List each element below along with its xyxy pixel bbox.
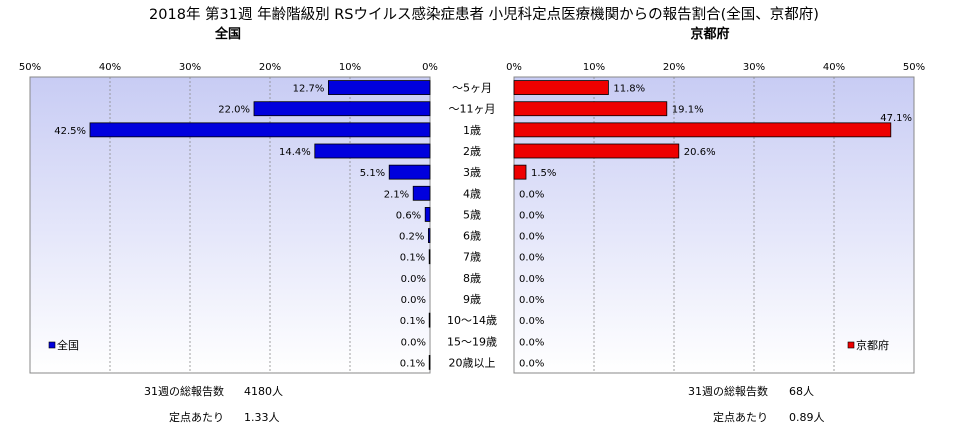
chart-title: 2018年 第31週 年齢階級別 RSウイルス感染症患者 小児科定点医療機関から…	[149, 5, 819, 23]
kyoto-total-value: 68人	[789, 385, 814, 398]
national-data-label: 0.1%	[400, 253, 425, 264]
national-bars: 12.7% 22.0% 42.5% 14.4% 5.1% 2.1% 0.6% 0.2% 0.1%…	[54, 80, 431, 370]
kyoto-tick-label: 30%	[743, 62, 765, 73]
national-data-label: 0.0%	[401, 274, 426, 285]
national-data-label: 22.0%	[218, 105, 250, 116]
kyoto-bar	[513, 122, 892, 138]
kyoto-legend: 京都府	[847, 338, 889, 352]
kyoto-data-label: 0.0%	[519, 189, 544, 200]
national-tick-label: 20%	[259, 62, 281, 73]
kyoto-bar	[513, 101, 668, 117]
national-legend: 全国	[48, 338, 79, 352]
national-bar	[428, 355, 431, 370]
kyoto-data-label: 19.1%	[672, 105, 704, 116]
kyoto-bar	[513, 143, 680, 159]
kyoto-legend-label: 京都府	[856, 338, 889, 352]
kyoto-data-label: 0.0%	[519, 358, 544, 369]
kyoto-axis-ticks: 0% 10% 20% 30% 40% 50%	[506, 62, 925, 73]
national-tick-label: 10%	[339, 62, 361, 73]
category-label: 5歳	[463, 208, 481, 221]
national-per-label: 定点あたり	[169, 410, 224, 424]
kyoto-data-label: 47.1%	[880, 113, 912, 124]
national-tick-label: 50%	[19, 62, 41, 73]
kyoto-data-label: 0.0%	[519, 210, 544, 221]
category-label: 2歳	[463, 145, 481, 158]
kyoto-tick-label: 40%	[823, 62, 845, 73]
kyoto-tick-label: 50%	[903, 62, 925, 73]
kyoto-data-label: 1.5%	[531, 168, 556, 179]
category-labels: ～5ヶ月 ～11ヶ月 1歳 2歳 3歳 4歳 5歳 6歳 7歳 8歳 9歳 10～14歳 15～19歳 2…	[447, 82, 497, 370]
national-bar	[412, 185, 431, 201]
national-data-label: 0.0%	[401, 337, 426, 348]
category-label: 20歳以上	[449, 356, 496, 369]
national-bar	[427, 228, 431, 243]
kyoto-plot-area	[513, 76, 915, 374]
national-total-value: 4180人	[244, 385, 283, 398]
national-data-label: 0.2%	[399, 232, 424, 243]
national-axis-ticks: 50% 40% 30% 20% 10% 0%	[19, 62, 438, 73]
national-data-label: 42.5%	[54, 126, 86, 137]
category-label: ～11ヶ月	[449, 103, 496, 116]
kyoto-data-label: 0.0%	[519, 316, 544, 327]
national-bar	[327, 80, 431, 95]
national-bar	[89, 122, 431, 138]
national-legend-swatch	[48, 341, 56, 349]
national-bar	[388, 164, 431, 180]
category-label: 8歳	[463, 272, 481, 285]
kyoto-per-label: 定点あたり	[713, 410, 768, 424]
national-legend-label: 全国	[57, 338, 79, 352]
kyoto-bar	[513, 80, 609, 95]
national-data-label: 0.1%	[400, 316, 425, 327]
kyoto-data-label: 0.0%	[519, 295, 544, 306]
kyoto-panel-title: 京都府	[690, 26, 729, 42]
category-label: 3歳	[463, 166, 481, 179]
national-per-value: 1.33人	[244, 411, 280, 424]
kyoto-data-label: 11.8%	[613, 84, 645, 95]
category-label: 6歳	[463, 230, 481, 243]
national-total-label: 31週の総報告数	[144, 384, 224, 398]
national-data-label: 0.1%	[400, 358, 425, 369]
national-data-label: 0.0%	[401, 295, 426, 306]
national-data-label: 5.1%	[360, 168, 385, 179]
national-bar	[314, 143, 431, 159]
kyoto-data-label: 0.0%	[519, 274, 544, 285]
national-plot-area	[29, 76, 431, 374]
kyoto-total-label: 31週の総報告数	[688, 384, 768, 398]
national-tick-label: 40%	[99, 62, 121, 73]
category-label: ～5ヶ月	[452, 82, 492, 95]
category-label: 1歳	[463, 124, 481, 137]
national-panel-title: 全国	[214, 26, 241, 42]
national-data-label: 12.7%	[293, 84, 325, 95]
kyoto-data-label: 0.0%	[519, 232, 544, 243]
national-bar	[253, 101, 431, 117]
national-data-label: 14.4%	[279, 147, 311, 158]
national-data-label: 0.6%	[396, 210, 421, 221]
category-label: 9歳	[463, 293, 481, 306]
kyoto-bars: 11.8% 19.1% 47.1% 20.6% 1.5% 0.0% 0.0% 0.0% 0.0%…	[513, 80, 912, 369]
national-bar	[428, 312, 431, 328]
national-bar	[428, 249, 431, 265]
category-label: 7歳	[463, 251, 481, 264]
kyoto-tick-label: 20%	[663, 62, 685, 73]
kyoto-data-label: 0.0%	[519, 337, 544, 348]
kyoto-tick-label: 10%	[583, 62, 605, 73]
category-label: 15～19歳	[447, 335, 497, 348]
national-tick-label: 30%	[179, 62, 201, 73]
national-tick-label: 0%	[422, 62, 438, 73]
kyoto-per-value: 0.89人	[789, 411, 825, 424]
national-data-label: 2.1%	[384, 189, 409, 200]
kyoto-tick-label: 0%	[506, 62, 522, 73]
kyoto-legend-swatch	[847, 341, 855, 349]
category-label: 4歳	[463, 187, 481, 200]
kyoto-data-label: 0.0%	[519, 253, 544, 264]
national-bar	[424, 207, 431, 222]
kyoto-data-label: 20.6%	[684, 147, 716, 158]
kyoto-bar	[513, 164, 527, 180]
category-label: 10～14歳	[447, 314, 497, 327]
